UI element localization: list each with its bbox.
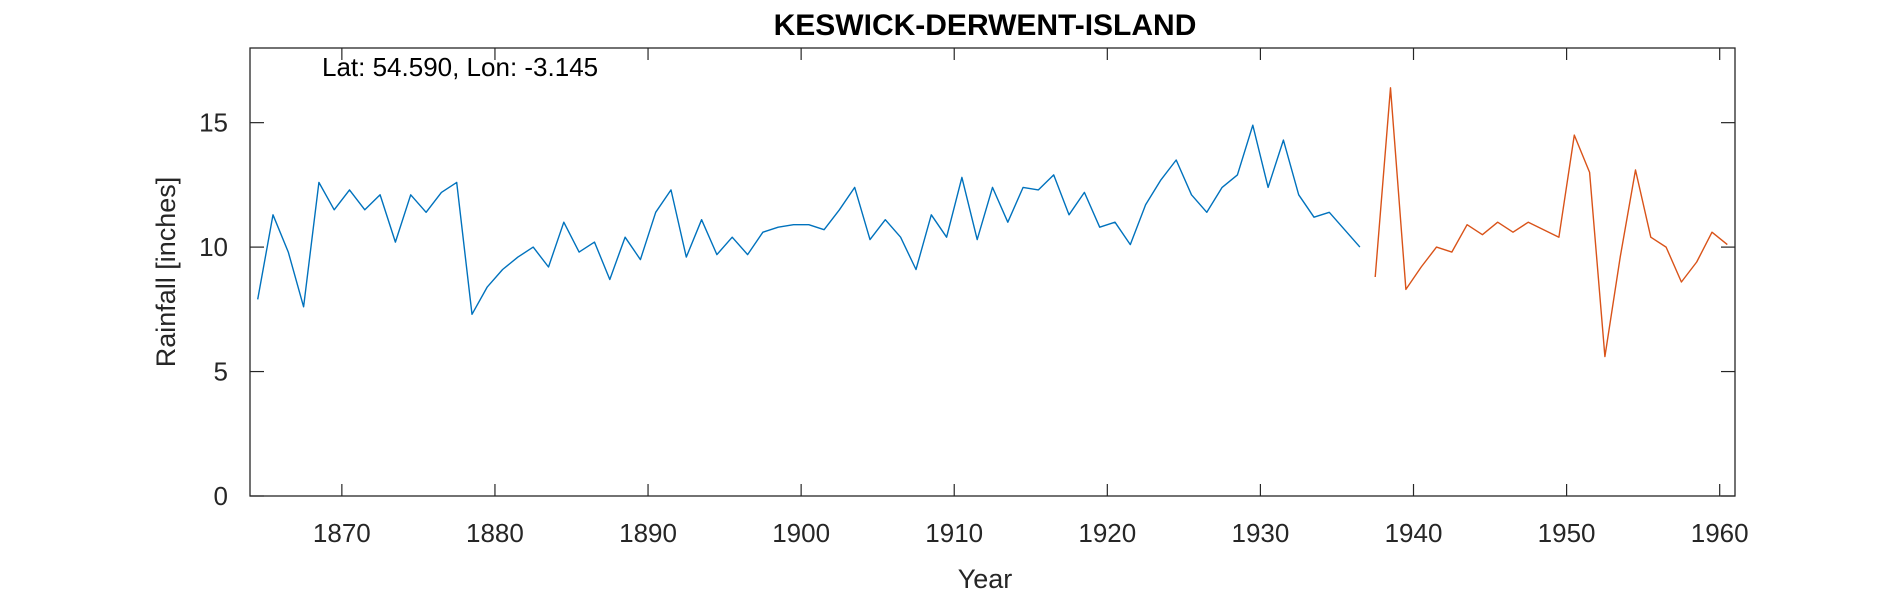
x-tick-label: 1880 [466, 518, 524, 548]
y-tick-label: 0 [214, 481, 228, 511]
x-tick-label: 1910 [925, 518, 983, 548]
y-axis: 0 5 10 15 [199, 108, 1735, 511]
x-tick-label: 1890 [619, 518, 677, 548]
plot-area [249, 47, 1736, 497]
x-tick-label: 1900 [772, 518, 830, 548]
series-2-line [1374, 87, 1728, 358]
series-layer [257, 87, 1728, 358]
y-tick-label: 5 [214, 357, 228, 387]
x-axis-label: Year [958, 564, 1013, 591]
x-tick-label: 1930 [1231, 518, 1289, 548]
x-tick-label: 1960 [1691, 518, 1749, 548]
chart-title: KESWICK-DERWENT-ISLAND [774, 9, 1197, 42]
x-tick-label: 1940 [1385, 518, 1443, 548]
y-axis-label: Rainfall [inches] [151, 177, 181, 368]
y-tick-label: 10 [199, 232, 228, 262]
x-tick-label: 1920 [1078, 518, 1136, 548]
location-annotation: Lat: 54.590, Lon: -3.145 [322, 52, 598, 82]
x-tick-label: 1950 [1538, 518, 1596, 548]
series-1-line [257, 124, 1361, 315]
x-axis: 1870 1880 1890 1900 1910 1920 1930 1940 1950 1960 [313, 48, 1749, 548]
y-tick-label: 15 [199, 108, 228, 138]
x-tick-label: 1870 [313, 518, 371, 548]
